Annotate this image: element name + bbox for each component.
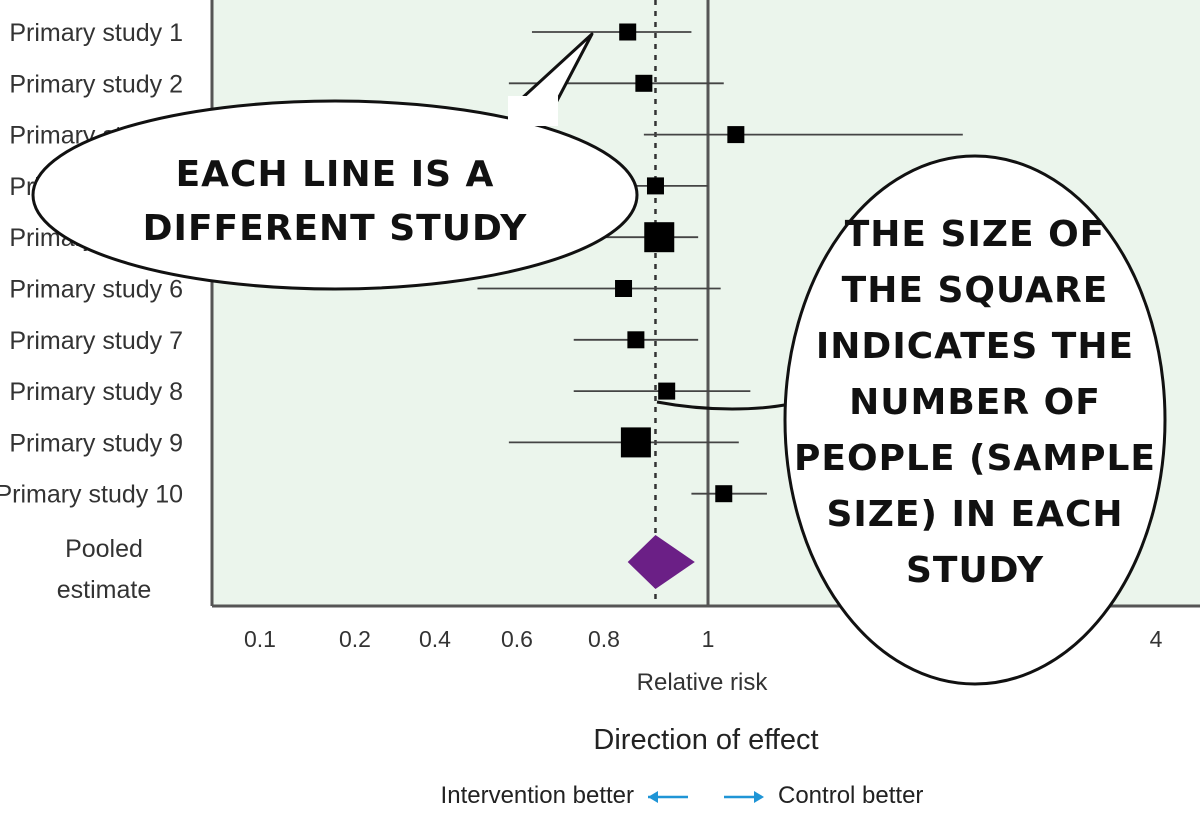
callout-text-line-2: DIFFERENT STUDY — [143, 208, 528, 249]
study-estimate-square — [620, 427, 651, 458]
study-row: Primary study 1 — [9, 19, 692, 47]
control-better-label: Control better — [778, 782, 923, 809]
callout-text-line-1: THE SIZE OF — [845, 214, 1106, 255]
study-label: Primary study 1 — [9, 19, 183, 47]
study-estimate-square — [658, 382, 676, 400]
callout-text-line-1: EACH LINE IS A — [176, 154, 495, 195]
pooled-estimate: Pooled estimate — [57, 535, 695, 604]
study-label: Primary study 7 — [9, 327, 183, 355]
pooled-label-line-1: Pooled — [65, 535, 143, 563]
reference-lines — [654, 0, 710, 606]
x-tick-label: 4 — [1150, 626, 1163, 652]
study-estimate-square — [727, 126, 745, 144]
callout-pointer — [656, 400, 791, 411]
x-tick-label: 0.6 — [501, 626, 533, 652]
study-row: Primary study 10 — [0, 481, 767, 509]
study-estimate-square — [627, 331, 645, 349]
study-label: Primary study 9 — [9, 429, 183, 457]
intervention-better-label: Intervention better — [441, 782, 634, 809]
pooled-estimate-diamond — [627, 535, 695, 589]
callout-text-line-5: PEOPLE (SAMPLE — [794, 438, 1156, 479]
study-estimate-square — [619, 23, 637, 41]
study-row: Primary study 6 — [9, 276, 721, 304]
left-arrow-icon — [648, 791, 688, 803]
direction-of-effect: Direction of effect Intervention better … — [441, 724, 924, 809]
x-tick-label: 0.1 — [244, 626, 276, 652]
direction-title: Direction of effect — [593, 724, 818, 756]
callout-text-line-4: NUMBER OF — [849, 382, 1101, 423]
x-tick-label: 0.2 — [339, 626, 371, 652]
x-tick-label: 1 — [702, 626, 715, 652]
study-row: Primary study 7 — [9, 327, 699, 355]
study-estimate-square — [646, 177, 664, 195]
study-label: Primary study 6 — [9, 276, 183, 304]
study-row: Primary study 9 — [9, 427, 739, 458]
study-row: Primary study 8 — [9, 378, 751, 406]
callout-bubble — [31, 99, 639, 291]
study-estimate-square — [635, 74, 653, 92]
callout-text-line-2: THE SQUARE — [842, 270, 1109, 311]
callout-text-line-3: INDICATES THE — [816, 326, 1134, 367]
study-estimate-square — [715, 485, 733, 503]
callout-each-line: EACH LINE IS A DIFFERENT STUDY — [31, 32, 639, 291]
right-arrow-icon — [724, 791, 764, 803]
x-tick-label: 0.4 — [419, 626, 451, 652]
pooled-label-line-2: estimate — [57, 576, 151, 604]
x-tick-label: 0.8 — [588, 626, 620, 652]
study-estimate-square — [644, 222, 675, 253]
callout-text-line-6: SIZE) IN EACH — [826, 494, 1123, 535]
study-label: Primary study 10 — [0, 481, 183, 509]
callout-text-line-7: STUDY — [906, 550, 1044, 591]
callout-bubble — [783, 154, 1167, 686]
callout-square-size: THE SIZE OF THE SQUARE INDICATES THE NUM… — [656, 154, 1167, 686]
x-axis-title: Relative risk — [637, 669, 769, 696]
study-label: Primary study 8 — [9, 378, 183, 406]
study-label: Primary study 2 — [9, 70, 183, 98]
study-estimate-square — [615, 280, 633, 297]
